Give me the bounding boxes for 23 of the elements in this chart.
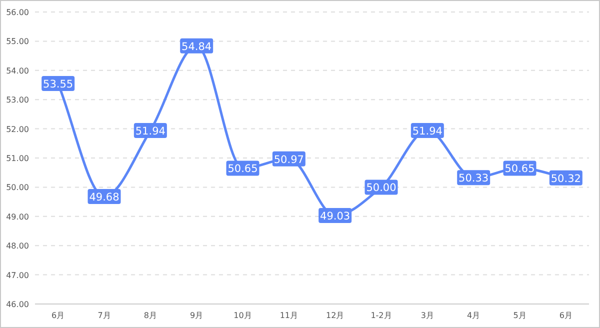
y-tick-label: 54.00 xyxy=(6,66,29,76)
y-tick-label: 48.00 xyxy=(6,242,29,251)
x-tick-label: 9月 xyxy=(190,311,204,320)
x-tick-label: 11月 xyxy=(280,311,298,320)
y-tick-label: 55.00 xyxy=(6,37,29,46)
x-tick-label: 6月 xyxy=(52,311,65,320)
x-tick-label: 4月 xyxy=(467,311,480,320)
y-tick-label: 53.00 xyxy=(6,96,29,105)
x-tick-label: 10月 xyxy=(234,311,252,320)
y-tick-label: 46.00 xyxy=(6,300,29,309)
y-tick-label: 52.00 xyxy=(6,124,29,134)
y-tick-label: 51.00 xyxy=(6,154,29,163)
x-tick-label: 12月 xyxy=(326,311,344,320)
x-tick-label: 1-2月 xyxy=(370,311,392,320)
x-tick-label: 5月 xyxy=(513,311,526,320)
x-tick-label: 8月 xyxy=(144,311,157,320)
y-tick-label: 56.00 xyxy=(6,8,29,17)
x-tick-label: 6月 xyxy=(559,311,572,320)
y-tick-label: 50.00 xyxy=(6,183,29,192)
x-tick-label: 3月 xyxy=(420,311,434,320)
y-tick-label: 47.00 xyxy=(6,270,29,280)
y-tick-label: 49.00 xyxy=(6,212,29,222)
x-tick-label: 7月 xyxy=(98,311,111,320)
